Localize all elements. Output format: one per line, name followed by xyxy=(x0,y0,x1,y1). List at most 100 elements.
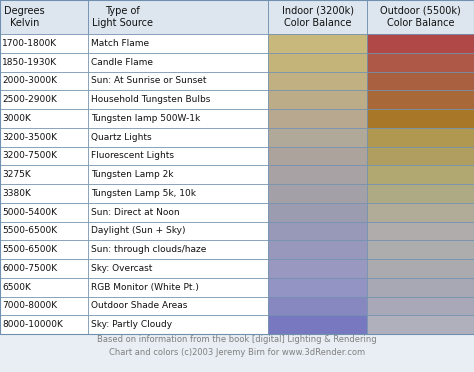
Text: Type of
Light Source: Type of Light Source xyxy=(91,6,153,28)
Bar xyxy=(268,296,367,315)
Text: 3200-7500K: 3200-7500K xyxy=(2,151,57,160)
Text: Match Flame: Match Flame xyxy=(91,39,149,48)
Bar xyxy=(0,34,88,53)
Bar xyxy=(88,90,268,109)
Bar xyxy=(268,221,367,240)
Bar xyxy=(367,165,474,184)
Bar xyxy=(367,34,474,53)
Bar xyxy=(0,259,88,278)
Text: 3275K: 3275K xyxy=(2,170,31,179)
Bar xyxy=(88,34,268,53)
Text: Sun: At Sunrise or Sunset: Sun: At Sunrise or Sunset xyxy=(91,76,206,86)
Bar xyxy=(0,315,88,334)
Bar xyxy=(367,184,474,203)
Text: Household Tungsten Bulbs: Household Tungsten Bulbs xyxy=(91,95,210,104)
Bar xyxy=(367,53,474,71)
Text: Outdoor (5500k)
Color Balance: Outdoor (5500k) Color Balance xyxy=(380,6,461,28)
Bar xyxy=(88,165,268,184)
Bar xyxy=(88,53,268,71)
Text: 3200-3500K: 3200-3500K xyxy=(2,133,57,142)
Text: RGB Monitor (White Pt.): RGB Monitor (White Pt.) xyxy=(91,283,199,292)
Bar xyxy=(88,259,268,278)
Bar xyxy=(367,71,474,90)
Bar xyxy=(367,221,474,240)
Bar xyxy=(268,165,367,184)
Bar xyxy=(268,90,367,109)
Bar xyxy=(367,240,474,259)
Text: Daylight (Sun + Sky): Daylight (Sun + Sky) xyxy=(91,227,185,235)
Bar xyxy=(0,147,88,165)
Bar xyxy=(0,0,88,34)
Text: 6000-7500K: 6000-7500K xyxy=(2,264,57,273)
Bar xyxy=(88,128,268,147)
Bar xyxy=(88,71,268,90)
Bar xyxy=(367,315,474,334)
Bar xyxy=(0,221,88,240)
Text: Based on information from the book [digital] Lighting & Rendering: Based on information from the book [digi… xyxy=(97,335,377,344)
Text: Outdoor Shade Areas: Outdoor Shade Areas xyxy=(91,301,187,310)
Text: Sky: Overcast: Sky: Overcast xyxy=(91,264,152,273)
Bar xyxy=(367,109,474,128)
Bar xyxy=(88,147,268,165)
Bar xyxy=(0,71,88,90)
Bar xyxy=(0,109,88,128)
Bar xyxy=(0,278,88,296)
Text: Tungsten Lamp 2k: Tungsten Lamp 2k xyxy=(91,170,173,179)
Text: 3380K: 3380K xyxy=(2,189,31,198)
Text: 6500K: 6500K xyxy=(2,283,31,292)
Text: 1700-1800K: 1700-1800K xyxy=(2,39,57,48)
Bar xyxy=(367,259,474,278)
Bar xyxy=(0,184,88,203)
Text: 5000-5400K: 5000-5400K xyxy=(2,208,57,217)
Bar xyxy=(367,278,474,296)
Text: Sun: through clouds/haze: Sun: through clouds/haze xyxy=(91,245,206,254)
Bar xyxy=(268,315,367,334)
Bar xyxy=(367,296,474,315)
Text: 3000K: 3000K xyxy=(2,114,31,123)
Bar xyxy=(0,203,88,221)
Bar xyxy=(0,90,88,109)
Bar xyxy=(268,128,367,147)
Bar xyxy=(88,0,268,34)
Bar xyxy=(268,203,367,221)
Text: 8000-10000K: 8000-10000K xyxy=(2,320,63,329)
Bar xyxy=(0,128,88,147)
Text: Sun: Direct at Noon: Sun: Direct at Noon xyxy=(91,208,179,217)
Text: Indoor (3200k)
Color Balance: Indoor (3200k) Color Balance xyxy=(282,6,354,28)
Bar xyxy=(268,34,367,53)
Bar xyxy=(367,147,474,165)
Text: Degrees
Kelvin: Degrees Kelvin xyxy=(4,6,45,28)
Text: 2500-2900K: 2500-2900K xyxy=(2,95,57,104)
Bar xyxy=(268,53,367,71)
Bar xyxy=(367,128,474,147)
Text: 2000-3000K: 2000-3000K xyxy=(2,76,57,86)
Text: 7000-8000K: 7000-8000K xyxy=(2,301,57,310)
Bar xyxy=(268,147,367,165)
Bar xyxy=(367,90,474,109)
Text: 5500-6500K: 5500-6500K xyxy=(2,227,57,235)
Text: Chart and colors (c)2003 Jeremy Birn for www.3dRender.com: Chart and colors (c)2003 Jeremy Birn for… xyxy=(109,348,365,357)
Bar xyxy=(0,240,88,259)
Bar xyxy=(268,71,367,90)
Text: 5500-6500K: 5500-6500K xyxy=(2,245,57,254)
Bar xyxy=(88,278,268,296)
Bar xyxy=(268,0,367,34)
Bar xyxy=(88,296,268,315)
Bar xyxy=(268,109,367,128)
Bar xyxy=(88,221,268,240)
Bar xyxy=(88,315,268,334)
Bar xyxy=(268,278,367,296)
Bar xyxy=(367,203,474,221)
Bar xyxy=(0,296,88,315)
Bar xyxy=(88,203,268,221)
Bar xyxy=(268,259,367,278)
Bar xyxy=(0,53,88,71)
Bar xyxy=(88,109,268,128)
Bar xyxy=(88,184,268,203)
Bar xyxy=(268,240,367,259)
Text: Quartz Lights: Quartz Lights xyxy=(91,133,151,142)
Text: Sky: Partly Cloudy: Sky: Partly Cloudy xyxy=(91,320,172,329)
Bar xyxy=(268,184,367,203)
Text: Tungsten lamp 500W-1k: Tungsten lamp 500W-1k xyxy=(91,114,200,123)
Text: Tungsten Lamp 5k, 10k: Tungsten Lamp 5k, 10k xyxy=(91,189,196,198)
